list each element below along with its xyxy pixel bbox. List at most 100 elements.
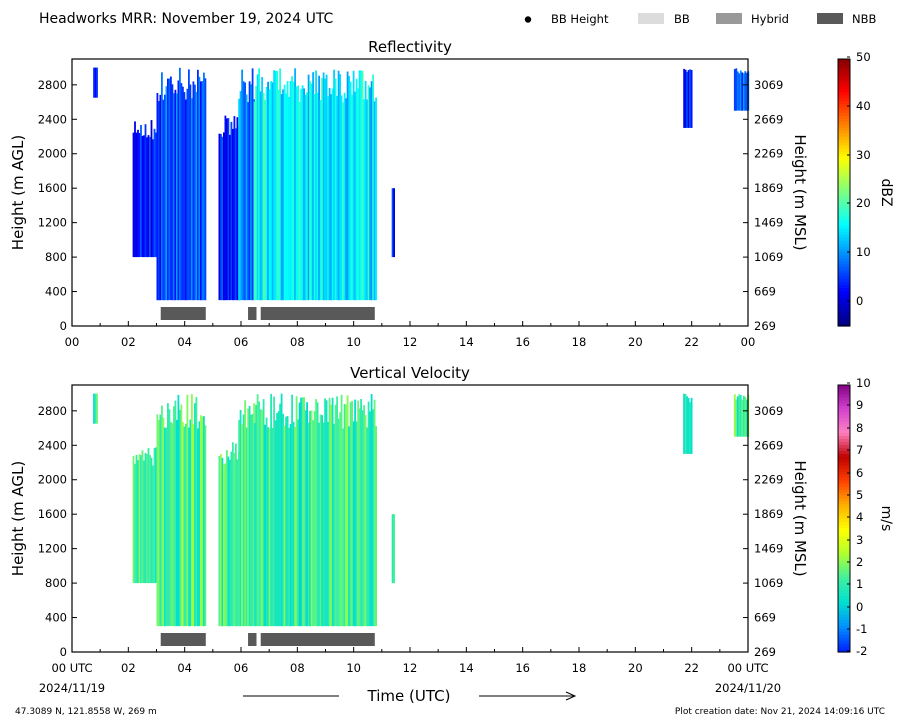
colorbar-segment bbox=[838, 494, 850, 499]
colorbar-segment bbox=[838, 563, 850, 567]
echo-streak bbox=[165, 427, 168, 627]
colorbar-segment bbox=[838, 468, 850, 472]
echo-streak bbox=[343, 404, 346, 627]
echo-streak bbox=[179, 67, 181, 301]
echo-streak bbox=[245, 94, 248, 301]
echo-streak bbox=[180, 83, 183, 301]
echo-streak bbox=[144, 453, 147, 584]
x-tick-label: 00 UTC bbox=[51, 661, 92, 675]
echo-streak bbox=[306, 92, 308, 301]
echo-streak bbox=[742, 395, 745, 437]
colorbar-segment bbox=[838, 625, 850, 629]
colorbar-segment bbox=[838, 390, 850, 395]
echo-region bbox=[253, 68, 377, 301]
colorbar-segment bbox=[838, 476, 850, 481]
echo-streak bbox=[229, 134, 231, 301]
echo-streak bbox=[285, 93, 287, 301]
echo-streak bbox=[218, 455, 221, 627]
echo-streak bbox=[745, 72, 748, 111]
echo-streak bbox=[267, 81, 269, 301]
bright-band-bar bbox=[248, 307, 257, 320]
echo-streak bbox=[733, 69, 736, 111]
echo-streak bbox=[192, 81, 195, 301]
y2-tick-label: 1869 bbox=[754, 181, 783, 195]
echo-streak bbox=[200, 415, 202, 627]
echo-streak bbox=[372, 409, 374, 627]
colorbar-tick-label: 4 bbox=[856, 510, 863, 524]
echo-streak bbox=[301, 85, 304, 301]
echo-streak bbox=[686, 71, 688, 128]
y-tick-label: 2800 bbox=[38, 78, 67, 92]
colorbar-segment bbox=[838, 411, 850, 416]
echo-streak bbox=[230, 451, 233, 627]
x-tick-label: 22 bbox=[684, 335, 699, 349]
echo-streak bbox=[340, 95, 343, 301]
colorbar-segment bbox=[838, 257, 850, 262]
echo-streak bbox=[176, 93, 178, 301]
colorbar-segment bbox=[838, 527, 850, 531]
y2-tick-label: 669 bbox=[754, 285, 776, 299]
echo-streak bbox=[345, 404, 347, 627]
y-tick-label: 2000 bbox=[38, 147, 67, 161]
echo-streak bbox=[273, 396, 275, 627]
echo-streak bbox=[309, 410, 311, 627]
colorbar-segment bbox=[838, 67, 850, 72]
echo-streak bbox=[277, 411, 280, 627]
echo-streak bbox=[345, 98, 347, 301]
colorbar-segment bbox=[838, 234, 850, 238]
colorbar-segment bbox=[838, 124, 850, 128]
echo-streak bbox=[186, 88, 189, 301]
echo-streak bbox=[242, 414, 245, 627]
colorbar-segment bbox=[838, 156, 850, 161]
echo-streak bbox=[174, 89, 177, 301]
colorbar-segment bbox=[838, 551, 850, 555]
colorbar-segment bbox=[838, 586, 850, 591]
colorbar-segment bbox=[838, 225, 850, 229]
colorbar-segment bbox=[838, 266, 850, 271]
colorbar-tick-label: 0 bbox=[856, 294, 863, 308]
colorbar-segment bbox=[838, 565, 850, 570]
echo-streak bbox=[176, 419, 178, 627]
echo-streak bbox=[168, 409, 171, 627]
echo-streak bbox=[94, 67, 97, 98]
echo-streak bbox=[337, 418, 340, 627]
echo-streak bbox=[227, 118, 230, 301]
echo-streak bbox=[173, 93, 175, 301]
colorbar-segment bbox=[838, 320, 850, 324]
echo-streak bbox=[221, 136, 224, 301]
colorbar-segment bbox=[838, 405, 850, 410]
echo-streak bbox=[391, 514, 394, 584]
echo-streak bbox=[355, 78, 358, 301]
echo-streak bbox=[155, 132, 157, 258]
colorbar-segment bbox=[838, 393, 850, 398]
colorbar-segment bbox=[838, 317, 850, 321]
echo-streak bbox=[132, 455, 135, 584]
colorbar-segment bbox=[838, 423, 850, 428]
colorbar-segment bbox=[838, 450, 850, 454]
echo-streak bbox=[330, 94, 332, 301]
echo-streak bbox=[276, 413, 278, 627]
echo-streak bbox=[270, 393, 272, 627]
echo-streak bbox=[174, 400, 177, 627]
echo-streak bbox=[393, 514, 395, 584]
echo-streak bbox=[321, 78, 323, 301]
colorbar-segment bbox=[838, 142, 850, 146]
echo-streak bbox=[277, 89, 280, 301]
colorbar-tick-label: 20 bbox=[856, 196, 871, 210]
colorbar-segment bbox=[838, 314, 850, 318]
echo-streak bbox=[233, 116, 236, 301]
echo-streak bbox=[288, 427, 290, 627]
echo-streak bbox=[161, 72, 163, 301]
echo-streak bbox=[259, 409, 262, 627]
echo-streak bbox=[741, 399, 744, 437]
echo-streak bbox=[741, 72, 744, 111]
colorbar: 50 40 30 20 10 0 dBZ bbox=[837, 50, 894, 327]
colorbar-segment bbox=[838, 127, 850, 131]
colorbar-segment bbox=[838, 192, 850, 197]
colorbar-segment bbox=[838, 118, 850, 122]
echo-streak bbox=[192, 424, 195, 627]
colorbar-segment bbox=[838, 429, 850, 434]
colorbar-segment bbox=[838, 237, 850, 241]
echo-streak bbox=[161, 405, 163, 627]
